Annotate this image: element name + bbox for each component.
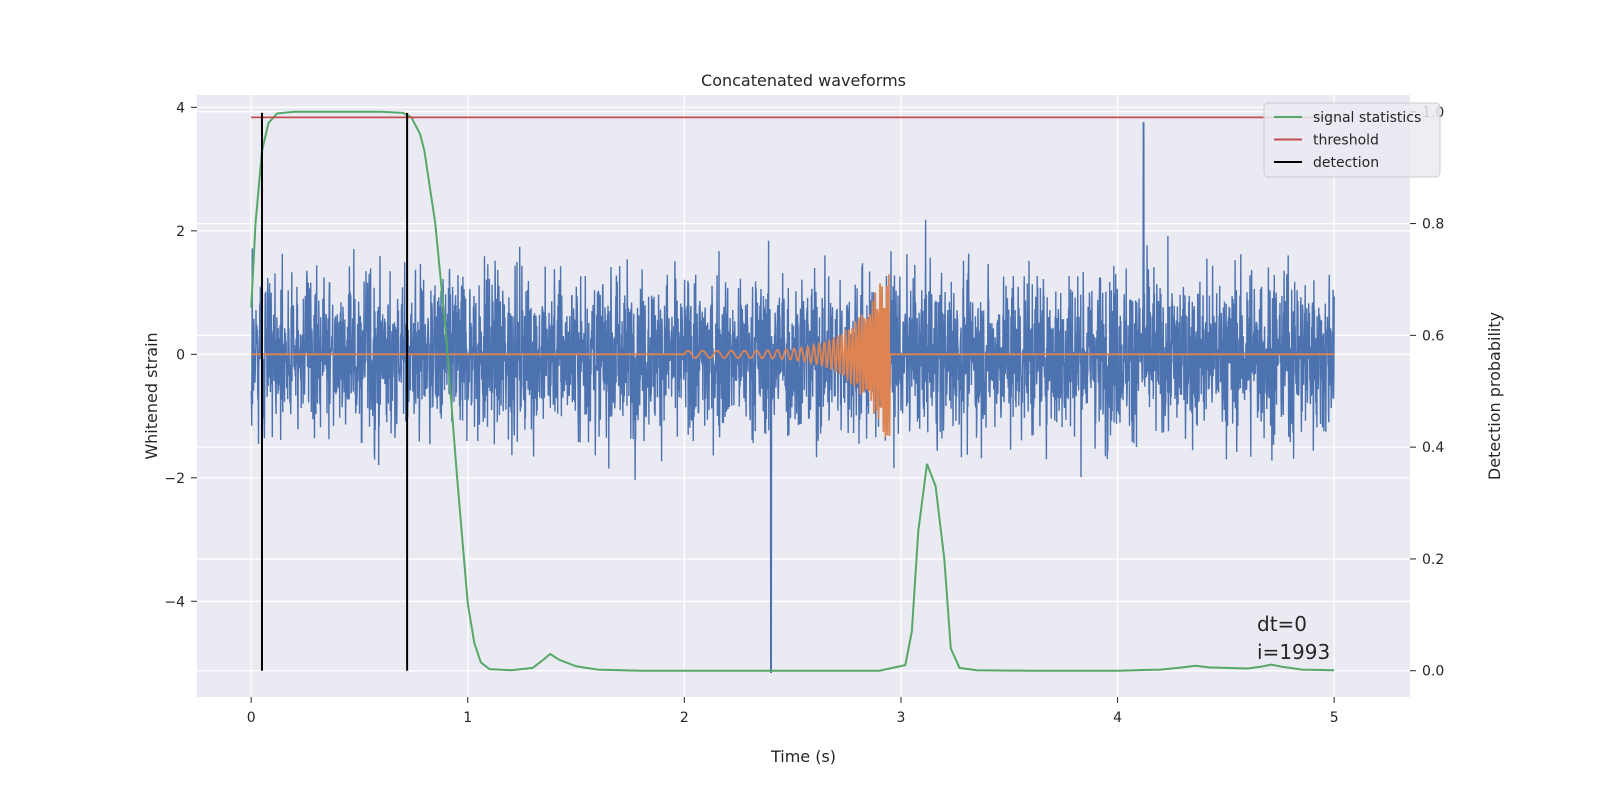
strain-series	[250, 122, 1335, 673]
annotation-dt: dt=0	[1257, 612, 1307, 636]
x-tick-label: 0	[247, 710, 256, 726]
x-tick-label: 1	[463, 710, 472, 726]
legend-label: threshold	[1313, 133, 1379, 149]
right-tick-label: 0.4	[1422, 440, 1444, 456]
injected-signal-series	[251, 274, 1335, 438]
x-tick-label: 2	[680, 710, 689, 726]
left-tick-label: 0	[176, 347, 185, 363]
y-axis-label: Whitened strain	[142, 332, 161, 459]
strain-line	[250, 122, 1335, 673]
left-y-axis: −4 −2 0 2 4	[164, 100, 197, 610]
legend: signal statistics threshold detection	[1263, 102, 1441, 178]
right-tick-label: 0.8	[1422, 217, 1444, 233]
right-tick-label: 0.6	[1422, 328, 1444, 344]
signal-statistics-series	[250, 110, 1335, 672]
right-y-axis: 0.00.20.40.60.81.0	[1410, 105, 1444, 680]
legend-label: detection	[1313, 155, 1379, 171]
x-tick-label: 3	[897, 710, 906, 726]
annotation-i: i=1993	[1257, 640, 1330, 664]
legend-label: signal statistics	[1313, 110, 1421, 126]
injected-signal-line	[251, 274, 1335, 438]
signal-statistics-line	[250, 110, 1335, 672]
right-y-axis-label: Detection probability	[1485, 312, 1504, 480]
right-tick-label: 0.2	[1422, 552, 1444, 568]
chart-title: Concatenated waveforms	[701, 71, 906, 90]
x-tick-label: 4	[1113, 710, 1122, 726]
left-tick-label: 2	[176, 224, 185, 240]
x-axis: 0 1 2 3 4 5	[247, 697, 1339, 726]
left-tick-label: −2	[164, 471, 185, 487]
left-tick-label: −4	[164, 594, 185, 610]
left-tick-label: 4	[176, 100, 185, 116]
legend-box	[1263, 102, 1441, 178]
x-tick-label: 5	[1330, 710, 1339, 726]
right-tick-label: 0.0	[1422, 664, 1444, 680]
x-axis-label: Time (s)	[770, 747, 836, 766]
plot-area	[197, 95, 1410, 697]
